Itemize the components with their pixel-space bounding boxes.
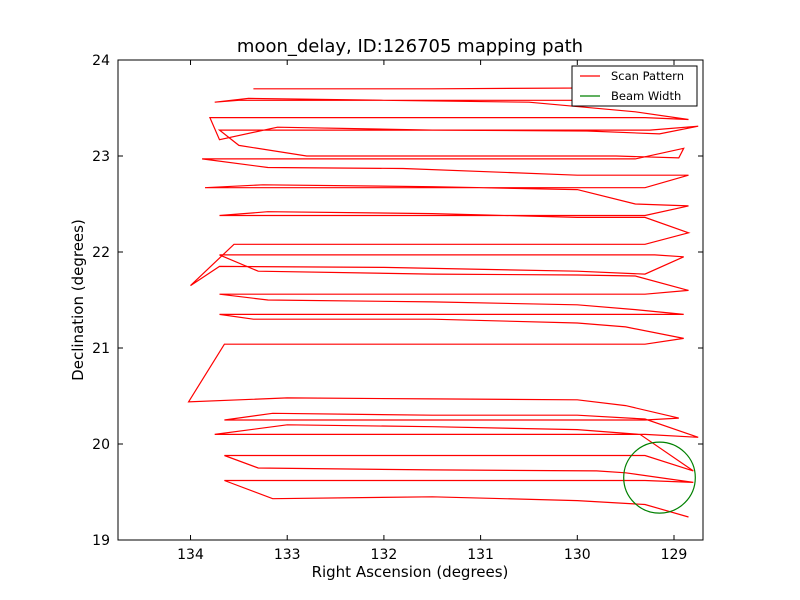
legend-box (571, 65, 698, 107)
series-layer (187, 86, 699, 518)
x-tick-label: 130 (564, 547, 591, 563)
x-axis-label: Right Ascension (degrees) (312, 563, 509, 581)
scan-pattern-line (187, 86, 699, 518)
y-tick-label: 23 (92, 149, 110, 165)
y-tick-label: 24 (92, 53, 110, 69)
legend: Scan Pattern Beam Width (571, 65, 698, 107)
ticks-layer: 134 133 132 131 130 129 19 20 21 22 23 24 (92, 53, 703, 563)
x-tick-label: 134 (177, 547, 204, 563)
legend-label-scan-pattern: Scan Pattern (611, 69, 684, 83)
y-tick-label: 21 (92, 341, 110, 357)
x-tick-label: 131 (467, 547, 494, 563)
x-tick-label: 133 (274, 547, 301, 563)
plot-area (118, 60, 703, 540)
x-tick-label: 132 (371, 547, 398, 563)
x-tick-label: 129 (661, 547, 688, 563)
beam-width-circle (623, 441, 696, 514)
y-tick-label: 22 (92, 245, 110, 261)
plot-frame (117, 59, 704, 541)
chart-title: moon_delay, ID:126705 mapping path (237, 36, 583, 57)
y-tick-label: 19 (92, 533, 110, 549)
y-tick-label: 20 (92, 437, 110, 453)
y-axis-label: Declination (degrees) (69, 219, 87, 381)
legend-label-beam-width: Beam Width (611, 89, 681, 103)
